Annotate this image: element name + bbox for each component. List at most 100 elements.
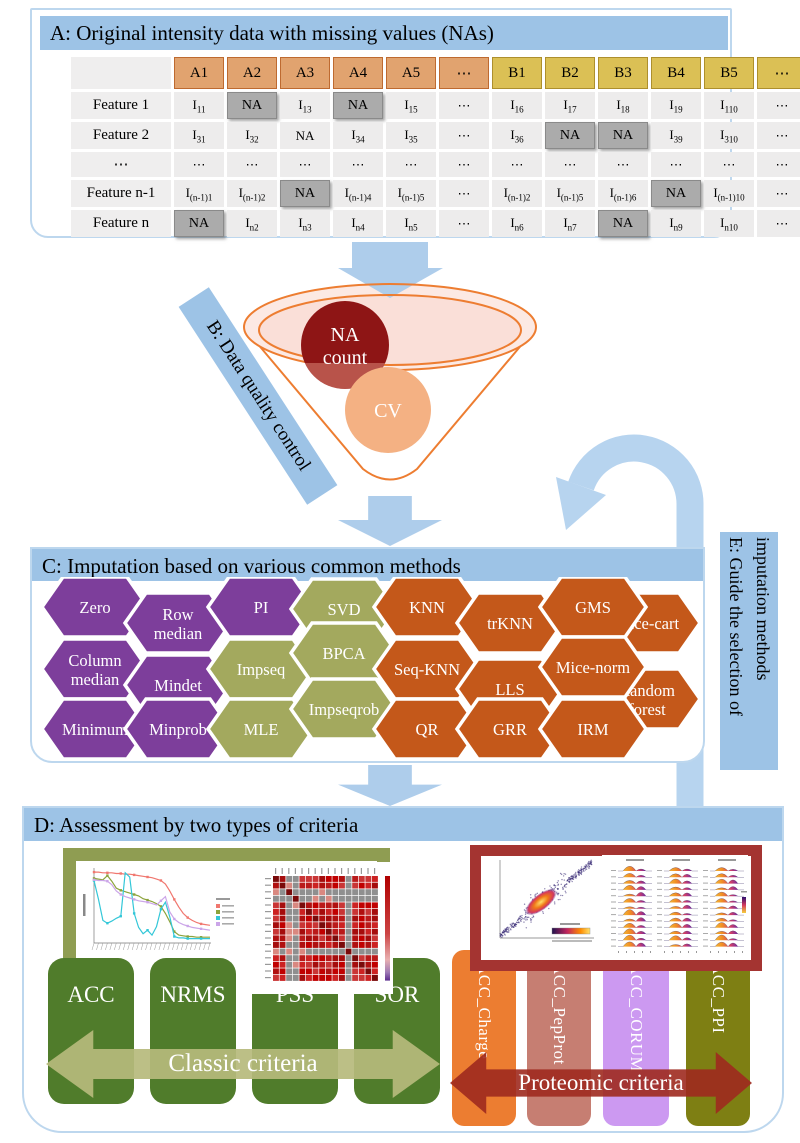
intensity-cell: I19 — [651, 92, 701, 119]
row-label: Feature 2 — [71, 122, 171, 149]
section-a-title: A: Original intensity data with missing … — [40, 16, 728, 50]
classic-criterion-nrms: NRMS — [150, 958, 236, 1104]
column-header-B3: B3 — [598, 57, 648, 89]
missing-value-cell: NA — [598, 122, 648, 149]
ellipsis-cell: ⋯ — [439, 92, 489, 119]
hexagon-label: Seq-KNN — [394, 660, 460, 679]
ellipsis-cell: ⋯ — [757, 210, 800, 237]
column-header-⋯: ⋯ — [439, 57, 489, 89]
intensity-table: A1 A2 A3 A4 A5 ⋯ B1 B2 B3 B4 B5 ⋯ Feature 1 I11 NA I13 N… — [68, 54, 800, 240]
intensity-cell: I(n-1)4 — [333, 180, 383, 207]
hexagon-label: Impseq — [237, 660, 286, 679]
intensity-cell: I(n-1)5 — [545, 180, 595, 207]
intensity-cell: I(n-1)1 — [174, 180, 224, 207]
column-header-A5: A5 — [386, 57, 436, 89]
missing-value-cell: NA — [545, 122, 595, 149]
na-text-cell: NA — [280, 122, 330, 149]
hexagon-label: BPCA — [322, 644, 365, 663]
ellipsis-cell: ⋯ — [280, 152, 330, 177]
proteomic-criterion-label: ACC_Charge — [475, 962, 494, 1060]
ellipsis-cell: ⋯ — [386, 152, 436, 177]
intensity-cell: In5 — [386, 210, 436, 237]
ellipsis-cell: ⋯ — [704, 152, 754, 177]
intensity-cell: I17 — [545, 92, 595, 119]
hexagon-label: QR — [416, 720, 439, 739]
hexagon-label: Column median — [68, 651, 121, 689]
intensity-cell: In3 — [280, 210, 330, 237]
intensity-cell: In10 — [704, 210, 754, 237]
hexagon-label: Minimum — [62, 720, 128, 739]
ellipsis-cell: ⋯ — [439, 180, 489, 207]
intensity-cell: I(n-1)2 — [492, 180, 542, 207]
imputation-methods-honeycomb: Zero Column median Minimum Row median Mindet Mi… — [39, 577, 703, 761]
intensity-cell: I(n-1)6 — [598, 180, 648, 207]
feedback-arrow — [556, 434, 704, 813]
hexagon-label: Impseqrob — [309, 700, 380, 719]
ellipsis-cell: ⋯ — [757, 180, 800, 207]
hexagon-label: Row median — [154, 605, 203, 643]
intensity-cell: In7 — [545, 210, 595, 237]
correlation-heatmap — [243, 862, 393, 994]
proteomic-criterion-acc_charge: ACC_Charge — [452, 950, 516, 1126]
hexagon-mice-norm: Mice-norm — [537, 635, 649, 699]
table-row: Feature 1 I11 NA I13 NA I15 ⋯ I16 I17 I18 I19 I110 ⋯ — [71, 92, 800, 119]
intensity-cell: In6 — [492, 210, 542, 237]
hexagon-label: SVD — [327, 600, 360, 619]
table-corner-cell — [71, 57, 171, 89]
intensity-cell: I34 — [333, 122, 383, 149]
hexagon-label: trKNN — [487, 614, 533, 633]
intensity-cell: I(n-1)10 — [704, 180, 754, 207]
proteomic-criterion-label: ACC_PepProt — [550, 962, 569, 1065]
cv-circle — [345, 367, 431, 453]
hexagon-pi: PI — [205, 577, 317, 639]
ellipsis-cell: ⋯ — [439, 122, 489, 149]
ellipsis-cell: ⋯ — [757, 122, 800, 149]
row-label: Feature n-1 — [71, 180, 171, 207]
cv-label: CV — [374, 400, 402, 422]
intensity-cell: I110 — [704, 92, 754, 119]
ellipsis-cell: ⋯ — [757, 152, 800, 177]
ellipsis-cell: ⋯ — [598, 152, 648, 177]
intensity-cell: I16 — [492, 92, 542, 119]
hexagon-qr: QR — [371, 697, 483, 761]
table-row: Feature 2 I31 I32 NA I34 I35 ⋯ I36 NA NA I39 I310 ⋯ — [71, 122, 800, 149]
column-header-A1: A1 — [174, 57, 224, 89]
hexagon-irm: IRM — [537, 697, 649, 761]
ellipsis-cell: ⋯ — [757, 92, 800, 119]
intensity-cell: I39 — [651, 122, 701, 149]
hexagon-label: GRR — [493, 720, 527, 739]
column-header-B4: B4 — [651, 57, 701, 89]
row-label: ⋯ — [71, 152, 171, 177]
missing-value-cell: NA — [174, 210, 224, 237]
funnel-rim-inner — [258, 294, 522, 366]
density-scatter-plot — [484, 856, 598, 950]
section-d-title: D: Assessment by two types of criteria — [24, 808, 782, 841]
missing-value-cell: NA — [333, 92, 383, 119]
missing-value-cell: NA — [227, 92, 277, 119]
na-count-label: NA — [331, 324, 360, 346]
table-row: ⋯ ⋯ ⋯ ⋯ ⋯ ⋯ ⋯ ⋯ ⋯ ⋯ ⋯ ⋯ ⋯ — [71, 152, 800, 177]
ellipsis-cell: ⋯ — [174, 152, 224, 177]
section-c-title: C: Imputation based on various common me… — [32, 549, 703, 581]
intensity-cell: I35 — [386, 122, 436, 149]
row-label: Feature 1 — [71, 92, 171, 119]
intensity-cell: I31 — [174, 122, 224, 149]
intensity-cell: I310 — [704, 122, 754, 149]
hexagon-label: Zero — [79, 598, 110, 617]
table-row: Feature n NA In2 In3 In4 In5 ⋯ In6 In7 NA In9 In10 ⋯ — [71, 210, 800, 237]
na-count-label2: count — [323, 347, 368, 369]
proteomic-criterion-acc_pepprot: ACC_PepProt — [527, 950, 591, 1126]
ellipsis-cell: ⋯ — [439, 210, 489, 237]
hexagon-minimum: Minimum — [39, 697, 151, 761]
ellipsis-cell: ⋯ — [333, 152, 383, 177]
column-header-B5: B5 — [704, 57, 754, 89]
hexagon-gms: GMS — [537, 577, 649, 639]
quality-control-funnel: NA count CV — [243, 242, 537, 481]
column-header-B2: B2 — [545, 57, 595, 89]
hexagon-label: IRM — [577, 720, 609, 739]
intensity-cell: I15 — [386, 92, 436, 119]
column-header-⋯: ⋯ — [757, 57, 800, 89]
intensity-cell: I11 — [174, 92, 224, 119]
row-label: Feature n — [71, 210, 171, 237]
